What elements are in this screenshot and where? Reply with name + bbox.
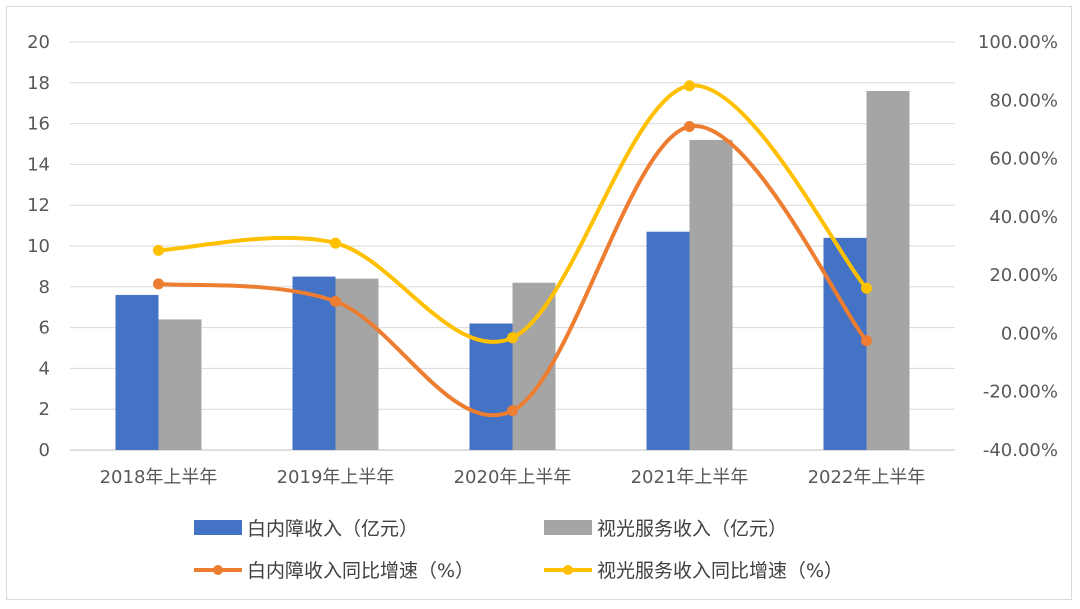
- legend-label-cataract-growth: 白内障收入同比增速（%）: [247, 560, 474, 582]
- category-label: 2019年上半年: [277, 467, 395, 488]
- bar-optometry-revenue: [866, 90, 910, 451]
- legend-item-optometry-growth: 视光服务收入同比增速（%）: [544, 560, 843, 582]
- left-tick-label: 20: [27, 32, 50, 53]
- right-tick-label: 80.00%: [989, 90, 1058, 111]
- right-tick-label: 100.00%: [978, 32, 1058, 53]
- legend-item-cataract-revenue: 白内障收入（亿元）: [194, 518, 418, 540]
- left-tick-label: 12: [27, 195, 50, 216]
- bar-cataract-revenue: [469, 323, 513, 450]
- bar-cataract-revenue: [646, 231, 690, 450]
- right-tick-label: 40.00%: [989, 207, 1058, 228]
- point-cataract-growth: [684, 121, 695, 133]
- category-label: 2022年上半年: [808, 467, 926, 488]
- point-cataract-growth: [861, 335, 872, 347]
- bar-optometry-revenue: [689, 139, 733, 451]
- right-axis-ticks: -40.00% -20.00% 0.00% 20.00% 40.00% 60.00% 80.…: [978, 32, 1058, 461]
- right-tick-label: -20.00%: [983, 382, 1058, 403]
- right-tick-label: 20.00%: [989, 265, 1058, 286]
- left-tick-label: 14: [27, 154, 50, 175]
- legend-label-optometry-growth: 视光服务收入同比增速（%）: [597, 560, 843, 582]
- point-cataract-growth: [507, 405, 518, 417]
- bar-cataract-revenue: [823, 237, 867, 450]
- left-tick-label: 6: [39, 318, 50, 339]
- bars: [115, 90, 910, 451]
- point-cataract-growth: [330, 295, 341, 307]
- legend-item-cataract-growth: 白内障收入同比增速（%）: [194, 560, 474, 582]
- category-label: 2021年上半年: [631, 467, 749, 488]
- point-cataract-growth: [153, 278, 164, 290]
- left-tick-label: 8: [39, 277, 50, 298]
- line-optometry-growth: [156, 83, 869, 344]
- point-optometry-growth: [330, 237, 341, 249]
- legend-marker-orange: [213, 565, 223, 575]
- right-tick-label: 0.00%: [1001, 323, 1058, 344]
- point-optometry-growth: [684, 80, 695, 92]
- left-tick-label: 2: [39, 399, 50, 420]
- category-label: 2020年上半年: [454, 467, 572, 488]
- bar-optometry-revenue: [512, 282, 556, 450]
- right-tick-label: -40.00%: [983, 440, 1058, 461]
- legend-swatch-blue: [194, 520, 242, 535]
- legend-swatch-gray: [544, 520, 592, 535]
- bar-cataract-revenue: [292, 276, 336, 450]
- line-cataract-growth: [156, 124, 869, 418]
- legend-item-optometry-revenue: 视光服务收入（亿元）: [544, 518, 787, 540]
- bar-cataract-revenue: [115, 294, 159, 450]
- left-tick-label: 0: [39, 440, 50, 461]
- left-tick-label: 10: [27, 236, 50, 257]
- point-optometry-growth: [153, 244, 164, 256]
- point-optometry-growth: [507, 332, 518, 344]
- left-tick-label: 4: [39, 358, 50, 379]
- legend: 白内障收入（亿元） 视光服务收入（亿元） 白内障收入同比增速（%） 视光服务收入…: [194, 518, 843, 582]
- legend-marker-yellow: [563, 565, 573, 575]
- line-series: [153, 80, 872, 418]
- bar-optometry-revenue: [158, 319, 202, 450]
- category-labels: 2018年上半年 2019年上半年 2020年上半年 2021年上半年 2022年上半年: [100, 467, 926, 488]
- legend-label-cataract-revenue: 白内障收入（亿元）: [247, 518, 418, 540]
- right-tick-label: 60.00%: [989, 149, 1058, 170]
- left-tick-label: 18: [27, 73, 50, 94]
- left-tick-label: 16: [27, 114, 50, 135]
- legend-label-optometry-revenue: 视光服务收入（亿元）: [597, 518, 787, 540]
- category-label: 2018年上半年: [100, 467, 218, 488]
- left-axis-ticks: 0 2 4 6 8 10 12 14 16 18 20: [27, 32, 50, 461]
- point-optometry-growth: [861, 282, 872, 294]
- bar-optometry-revenue: [335, 278, 379, 450]
